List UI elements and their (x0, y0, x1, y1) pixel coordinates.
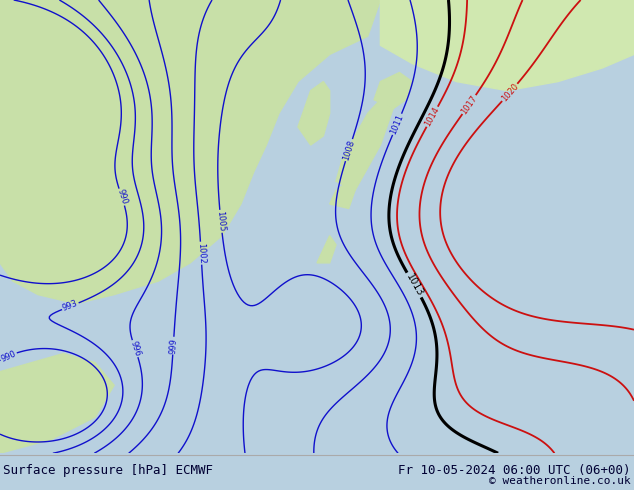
Polygon shape (0, 0, 380, 304)
Text: 990: 990 (0, 349, 18, 364)
Polygon shape (336, 100, 393, 190)
Polygon shape (380, 0, 634, 91)
Polygon shape (317, 236, 336, 263)
Text: 993: 993 (61, 299, 79, 313)
Polygon shape (298, 81, 330, 145)
Text: 1014: 1014 (423, 105, 441, 128)
Text: 990: 990 (115, 188, 129, 206)
Polygon shape (330, 181, 355, 209)
Text: © weatheronline.co.uk: © weatheronline.co.uk (489, 476, 631, 486)
Text: 996: 996 (128, 340, 142, 358)
Text: 1020: 1020 (500, 82, 520, 103)
Text: 1011: 1011 (389, 113, 405, 136)
Polygon shape (374, 73, 412, 109)
Text: 999: 999 (168, 338, 178, 354)
Text: 1002: 1002 (196, 243, 206, 264)
Text: Fr 10-05-2024 06:00 UTC (06+00): Fr 10-05-2024 06:00 UTC (06+00) (398, 464, 631, 477)
Text: 1005: 1005 (216, 210, 226, 232)
Text: Surface pressure [hPa] ECMWF: Surface pressure [hPa] ECMWF (3, 465, 213, 477)
Text: 1013: 1013 (404, 272, 425, 298)
Polygon shape (0, 354, 114, 453)
Text: 1017: 1017 (460, 94, 479, 116)
Text: 1008: 1008 (342, 139, 356, 162)
